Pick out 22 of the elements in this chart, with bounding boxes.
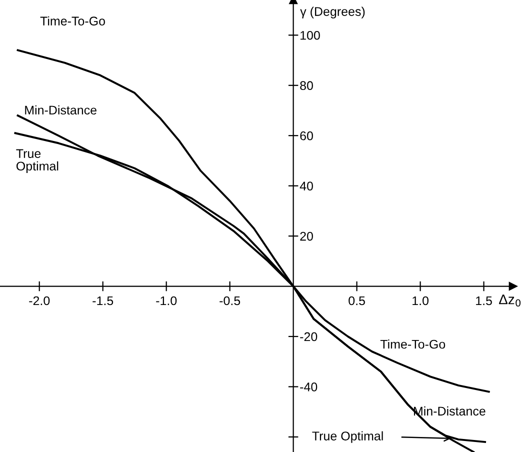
- x-tick-label: 1.5: [476, 296, 492, 306]
- y-tick-label: 20: [300, 232, 313, 241]
- series-label: Time-To-Go: [380, 340, 446, 349]
- y-tick-label: -40: [300, 382, 318, 392]
- y-tick-label: 100: [300, 30, 320, 40]
- series-label: Min-Distance: [414, 406, 486, 416]
- text: Min-Distance: [25, 105, 96, 115]
- x-tick-label: -0.5: [220, 296, 240, 306]
- y-tick-label: 80: [300, 81, 313, 90]
- x-tick-label: 1.0: [412, 296, 429, 306]
- text: Time-To-Go: [40, 16, 105, 26]
- x-tick-label: -2.0: [29, 296, 50, 306]
- x-tick-label: -1.5: [92, 296, 114, 306]
- x-tick-label: -1.0: [156, 296, 177, 306]
- y-tick-label: 60: [300, 131, 313, 140]
- x-axis-title: Δz$_{0}$: [499, 294, 521, 307]
- legend-label: True Optimal: [312, 431, 383, 443]
- x-tick-label: 0.5: [348, 296, 365, 306]
- y-axis-title: γ (Degrees): [300, 6, 365, 18]
- y-tick-label: 40: [300, 182, 313, 190]
- y-tick-label: -20: [300, 332, 318, 342]
- text: True Optimal: [16, 149, 58, 174]
